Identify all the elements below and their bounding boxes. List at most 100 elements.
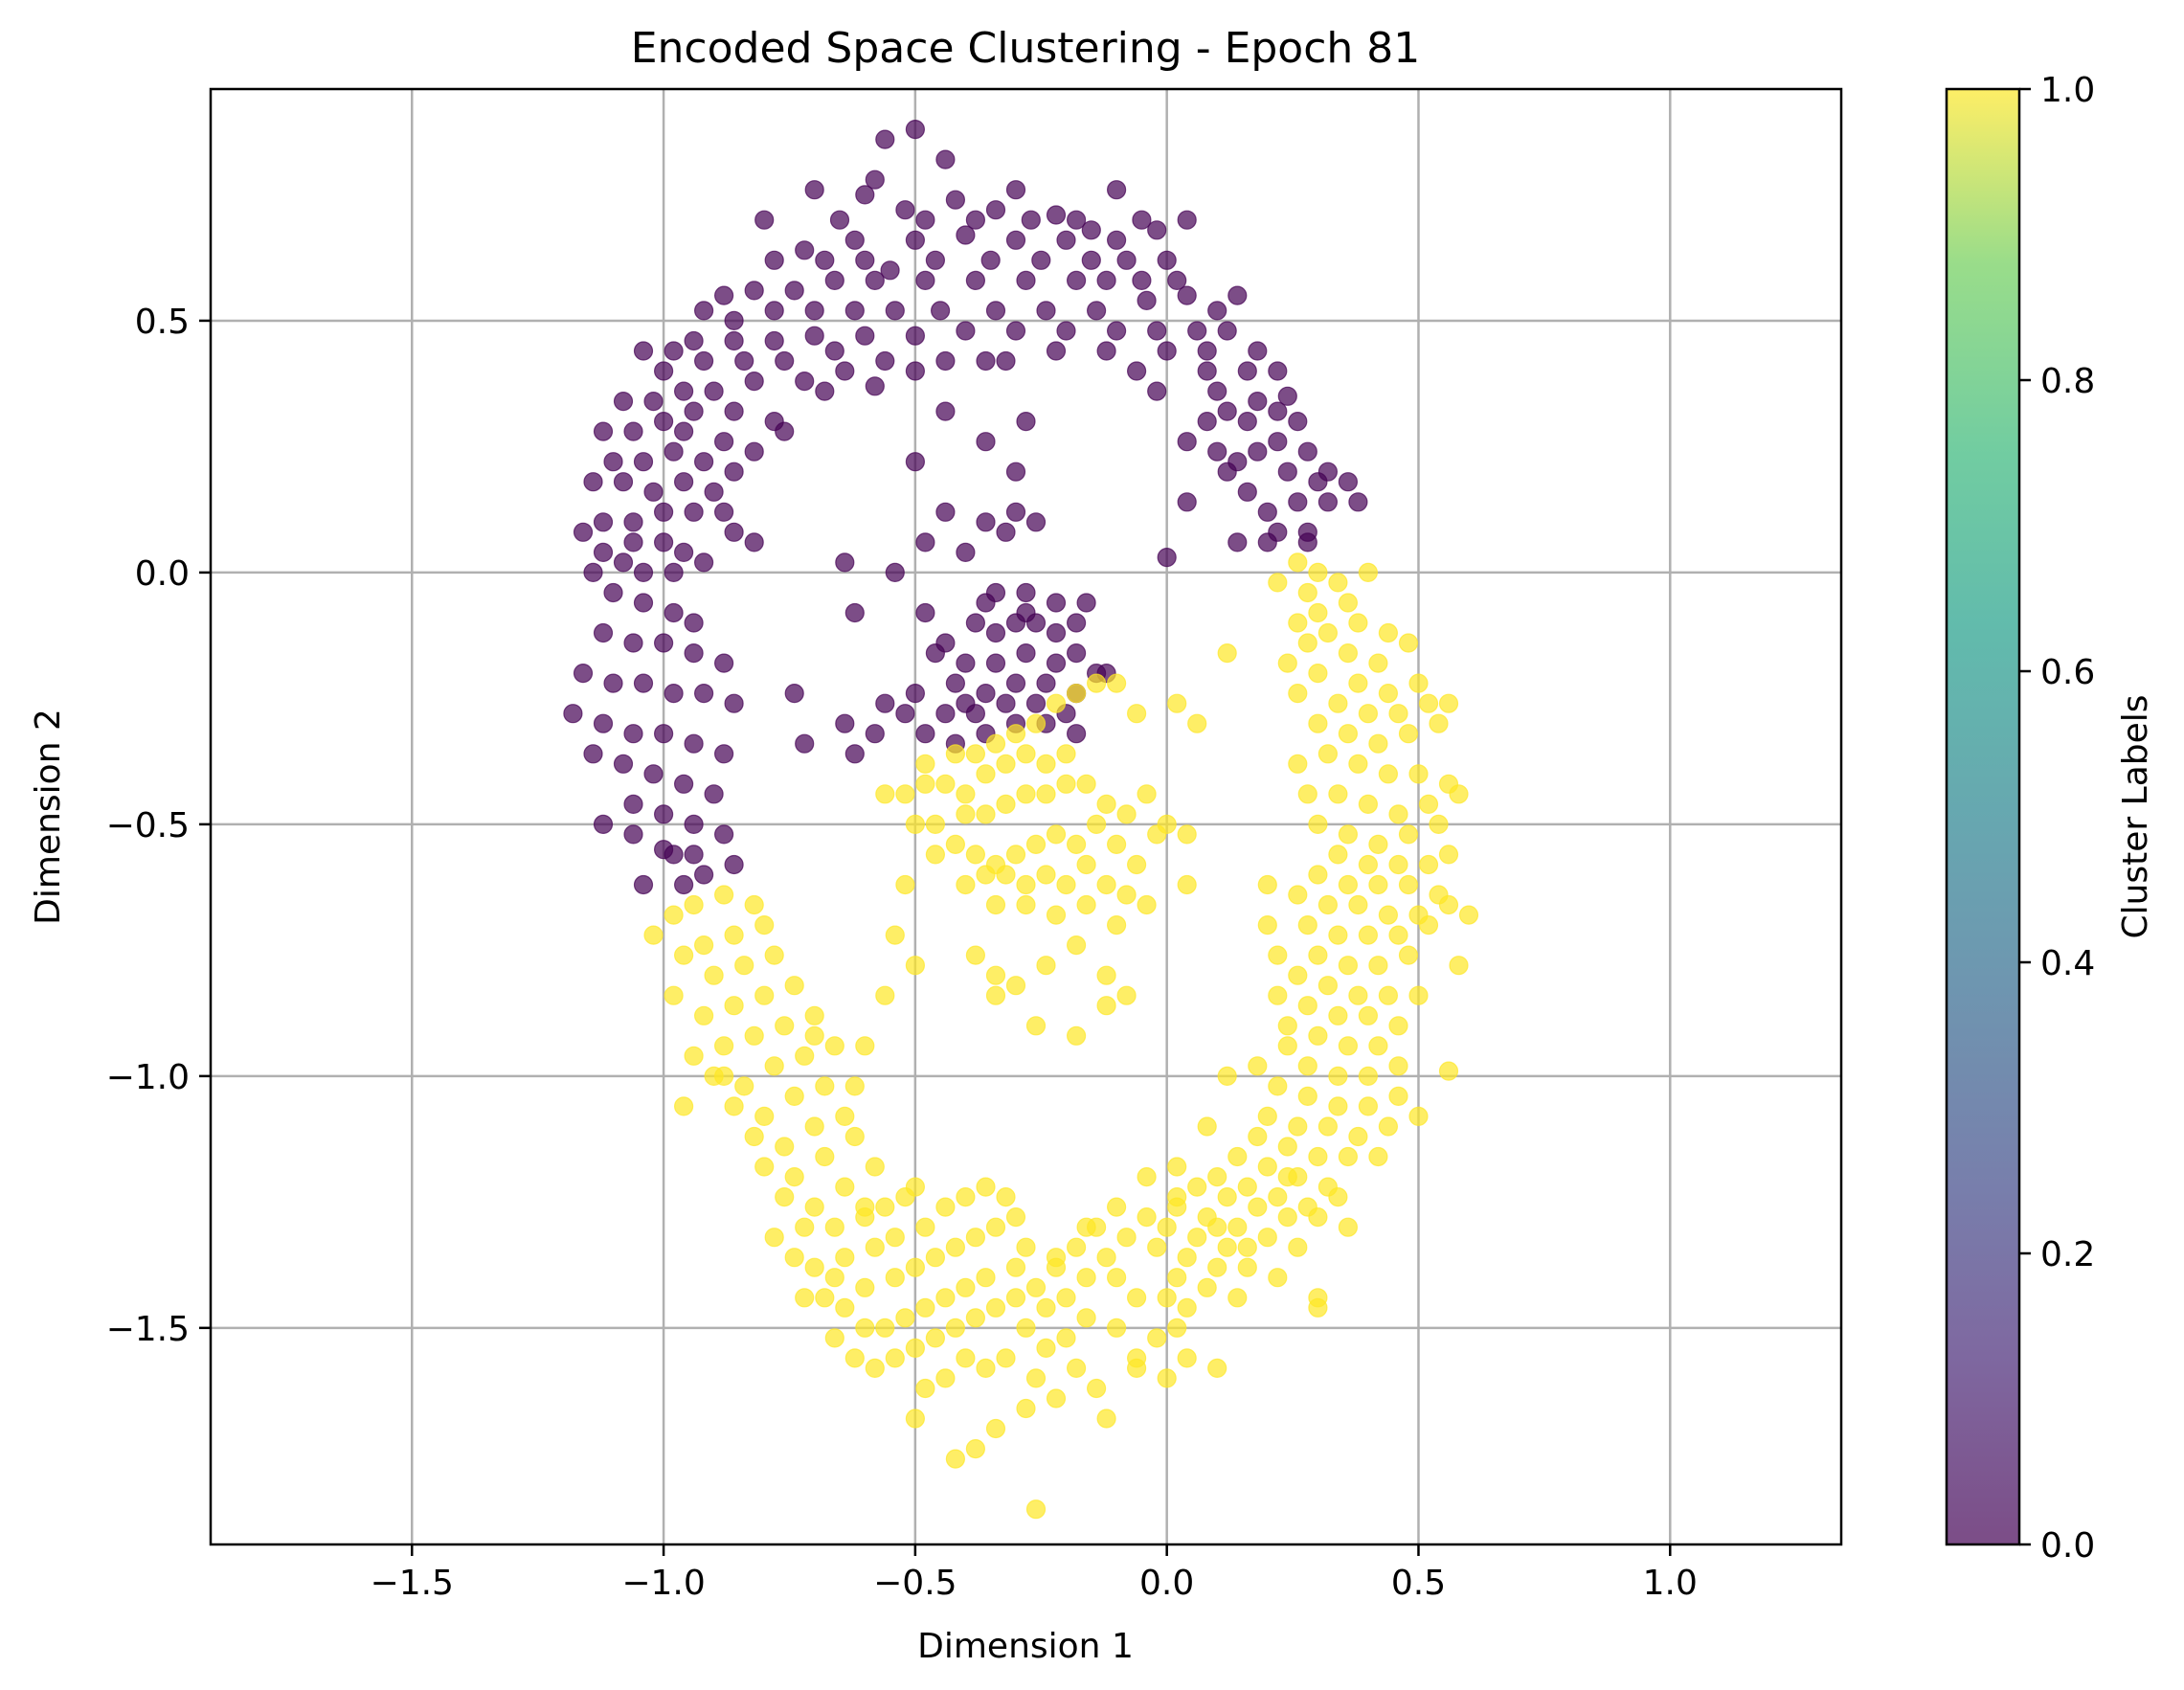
data-point: [795, 733, 815, 754]
data-point: [1132, 210, 1152, 230]
data-point: [1177, 432, 1197, 452]
data-point: [1167, 1268, 1187, 1288]
data-point: [804, 1025, 824, 1046]
data-point: [593, 814, 614, 835]
data-point: [915, 532, 935, 552]
data-point: [613, 754, 634, 774]
data-point: [1036, 301, 1056, 321]
data-point: [1408, 673, 1429, 693]
data-point: [1358, 562, 1379, 583]
data-point: [835, 552, 855, 573]
data-point: [1378, 764, 1399, 784]
data-point: [844, 602, 865, 623]
data-point: [1207, 301, 1227, 321]
data-point: [935, 149, 956, 169]
data-point: [1257, 532, 1277, 552]
data-point: [583, 472, 603, 492]
data-point: [1368, 834, 1388, 855]
data-point: [603, 673, 623, 693]
data-point: [1096, 794, 1116, 815]
data-point: [935, 1197, 956, 1217]
data-point: [1358, 854, 1379, 875]
data-point: [965, 845, 986, 865]
data-point: [1086, 814, 1107, 835]
data-point: [684, 1046, 704, 1066]
colorbar-ticks: 0.0 0.2 0.4 0.6 0.8 1.0: [2019, 71, 2095, 1566]
data-point: [1348, 985, 1368, 1005]
data-point: [1268, 432, 1288, 452]
data-point: [1076, 593, 1096, 613]
data-point: [1338, 593, 1359, 613]
data-point: [1066, 210, 1087, 230]
data-point: [764, 1056, 784, 1076]
data-point: [1207, 1257, 1227, 1277]
data-point: [1025, 834, 1047, 855]
data-point: [1197, 1277, 1217, 1297]
data-point: [623, 421, 643, 441]
data-point: [1308, 472, 1328, 492]
data-point: [815, 1076, 835, 1096]
data-point: [855, 250, 875, 270]
data-point: [684, 613, 704, 633]
data-point: [775, 421, 795, 441]
data-point: [925, 642, 946, 664]
data-point: [1016, 1398, 1036, 1419]
data-point: [673, 1096, 694, 1116]
data-point: [1257, 874, 1277, 895]
data-point: [1187, 321, 1207, 341]
data-point: [976, 865, 996, 885]
data-point: [775, 1016, 795, 1036]
y-tick-label: −0.5: [106, 806, 190, 845]
data-point: [684, 330, 704, 351]
data-point: [1177, 824, 1197, 845]
data-point: [1016, 874, 1036, 895]
data-point: [1126, 1288, 1147, 1308]
data-point: [985, 733, 1006, 754]
data-point: [1031, 250, 1051, 270]
data-point: [1217, 1066, 1237, 1087]
data-point: [1056, 230, 1076, 250]
data-point: [996, 794, 1016, 815]
data-point: [1237, 1257, 1257, 1277]
data-point: [855, 1277, 875, 1297]
data-point: [593, 542, 614, 563]
data-point: [1177, 874, 1197, 895]
data-point: [1308, 1297, 1328, 1318]
x-axis-label: Dimension 1: [917, 1627, 1134, 1666]
data-point: [1227, 1146, 1248, 1167]
data-point: [1106, 1268, 1127, 1288]
data-point: [1025, 512, 1047, 532]
data-point: [1137, 290, 1157, 310]
data-point: [1368, 874, 1388, 895]
data-point: [1106, 1197, 1127, 1217]
data-point: [1025, 1277, 1047, 1297]
colorbar-tick-label: 0.8: [2040, 362, 2095, 401]
data-point: [1248, 392, 1268, 412]
data-point: [935, 704, 956, 724]
data-point: [1237, 412, 1257, 432]
data-point: [985, 894, 1006, 915]
data-point: [895, 200, 915, 220]
data-point: [1227, 532, 1248, 552]
data-point: [643, 764, 664, 784]
data-point: [1418, 854, 1439, 875]
data-point: [895, 874, 915, 895]
data-point: [583, 744, 603, 764]
data-point: [844, 744, 865, 764]
data-point: [1398, 724, 1419, 744]
x-axis-ticks: −1.5 −1.0 −0.5 0.0 0.5 1.0: [371, 1544, 1698, 1603]
data-point: [633, 673, 654, 693]
data-point: [1277, 386, 1297, 406]
data-point: [1126, 854, 1147, 875]
data-point: [593, 512, 614, 532]
colorbar-tick-label: 0.0: [2040, 1526, 2095, 1566]
data-point: [945, 190, 966, 210]
colorbar-tick-label: 0.4: [2040, 944, 2095, 983]
x-tick-label: −1.0: [621, 1564, 705, 1603]
data-point: [985, 1217, 1006, 1237]
data-point: [633, 562, 654, 583]
data-point: [985, 1418, 1006, 1439]
y-axis-ticks: −1.5 −1.0 −0.5 0.0 0.5: [106, 303, 211, 1349]
data-point: [935, 401, 956, 421]
